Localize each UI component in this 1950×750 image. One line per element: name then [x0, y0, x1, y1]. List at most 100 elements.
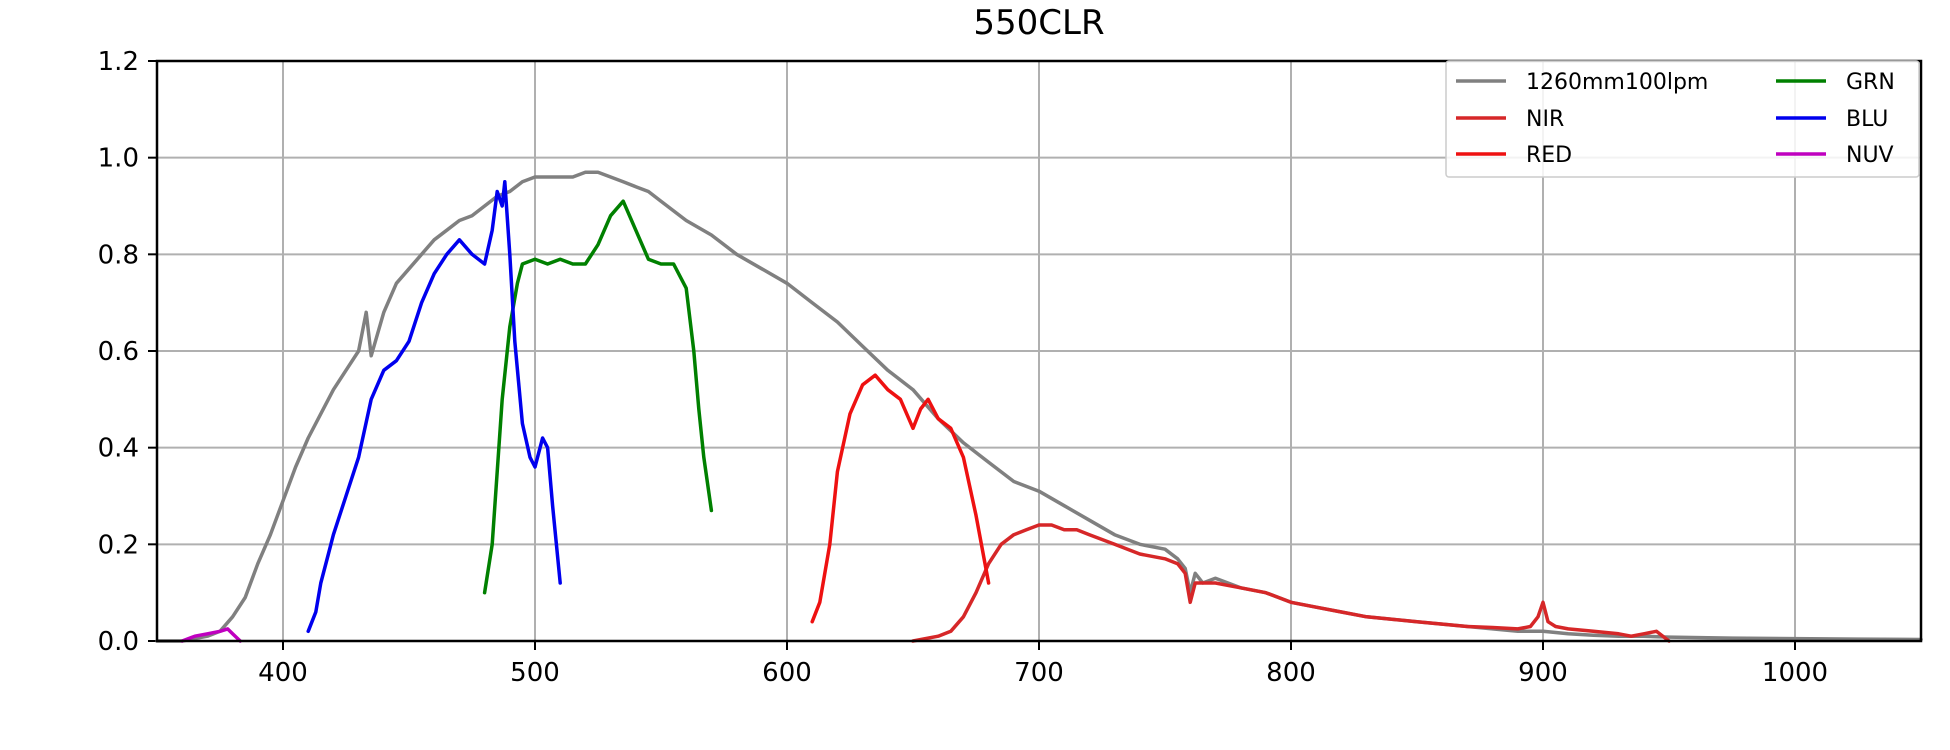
- data-point: [521, 180, 524, 183]
- data-point: [357, 456, 360, 459]
- data-point: [382, 369, 385, 372]
- data-point: [874, 374, 877, 377]
- data-point: [294, 465, 297, 469]
- data-point: [407, 267, 411, 270]
- data-point: [503, 180, 506, 183]
- legend: 1260mm100lpm GRN NIR BLU RED NUV: [1445, 60, 1920, 178]
- legend-item-1260mm100lpm: 1260mm100lpm: [1456, 70, 1708, 95]
- data-point: [596, 243, 600, 246]
- data-point: [1194, 581, 1197, 585]
- data-point: [508, 190, 511, 193]
- data-point: [533, 465, 537, 469]
- data-point: [307, 436, 310, 440]
- data-point: [659, 200, 663, 203]
- data-point: [521, 262, 524, 266]
- legend-item-nuv: NUV: [1776, 143, 1894, 168]
- data-point: [818, 601, 821, 604]
- data-point: [735, 253, 738, 256]
- data-point: [596, 171, 600, 174]
- data-point: [1536, 615, 1540, 618]
- data-point: [1516, 627, 1520, 631]
- legend-item-red: RED: [1456, 143, 1572, 168]
- series-red: [810, 373, 991, 624]
- series-line-blu: [306, 180, 562, 634]
- data-point: [1567, 627, 1570, 631]
- data-point: [470, 214, 474, 217]
- legend-label: NUV: [1846, 143, 1894, 168]
- data-point: [1441, 622, 1444, 626]
- data-point: [206, 632, 209, 635]
- data-point: [458, 219, 461, 222]
- data-point: [528, 456, 532, 459]
- data-point: [551, 504, 554, 507]
- data-point: [1138, 552, 1142, 556]
- data-point: [1567, 632, 1570, 635]
- data-point: [1184, 572, 1187, 575]
- data-point: [1063, 504, 1066, 507]
- data-point: [1037, 490, 1041, 493]
- data-point: [811, 301, 814, 304]
- data-point: [193, 635, 196, 638]
- data-point: [949, 427, 952, 430]
- data-point: [1012, 480, 1015, 483]
- data-point: [622, 180, 625, 183]
- data-point: [1642, 632, 1646, 635]
- data-point: [559, 258, 562, 261]
- data-point: [1554, 625, 1557, 628]
- legend-item-grn: GRN: [1776, 70, 1895, 95]
- data-point: [491, 543, 494, 546]
- data-point: [949, 630, 952, 633]
- data-point: [848, 412, 852, 415]
- data-point: [483, 204, 486, 208]
- data-point: [760, 267, 763, 270]
- data-point: [516, 282, 519, 285]
- data-point: [513, 340, 516, 343]
- x-tick-label: 400: [258, 658, 308, 688]
- data-point: [420, 253, 423, 256]
- data-point: [365, 311, 368, 314]
- data-point: [433, 238, 436, 241]
- data-point: [445, 253, 448, 256]
- data-point: [458, 238, 461, 241]
- data-point: [281, 499, 285, 502]
- data-point: [1176, 557, 1179, 560]
- x-tick-label: 800: [1266, 658, 1316, 688]
- data-point: [1491, 626, 1494, 629]
- data-point: [1113, 533, 1116, 536]
- data-point: [395, 282, 398, 285]
- data-point: [269, 533, 272, 536]
- data-point: [685, 287, 688, 290]
- data-point: [1630, 635, 1633, 638]
- data-point: [344, 494, 348, 498]
- y-tick-label: 0.2: [98, 530, 139, 560]
- data-point: [697, 407, 700, 411]
- data-point: [433, 272, 436, 275]
- data-point: [1730, 636, 1734, 640]
- x-tick-label: 1000: [1762, 658, 1828, 688]
- data-point: [571, 175, 574, 179]
- data-point: [987, 461, 990, 464]
- data-point: [1415, 620, 1419, 623]
- data-point: [546, 446, 549, 449]
- data-point: [1214, 581, 1217, 585]
- data-point: [937, 417, 940, 420]
- data-point: [609, 214, 612, 217]
- data-point: [319, 412, 322, 415]
- data-point: [785, 282, 789, 285]
- data-point: [987, 581, 990, 585]
- data-point: [1176, 562, 1179, 565]
- data-point: [861, 383, 864, 386]
- data-point: [919, 407, 922, 411]
- data-point: [395, 359, 398, 362]
- y-tick-label: 0.6: [98, 337, 139, 367]
- data-point: [886, 388, 889, 391]
- data-point: [559, 175, 562, 179]
- data-point: [541, 436, 544, 440]
- x-tick-label: 600: [762, 658, 812, 688]
- data-point: [911, 427, 915, 430]
- data-point: [962, 615, 965, 618]
- data-point: [1793, 637, 1797, 640]
- legend-label: BLU: [1846, 107, 1888, 132]
- data-point: [622, 200, 625, 203]
